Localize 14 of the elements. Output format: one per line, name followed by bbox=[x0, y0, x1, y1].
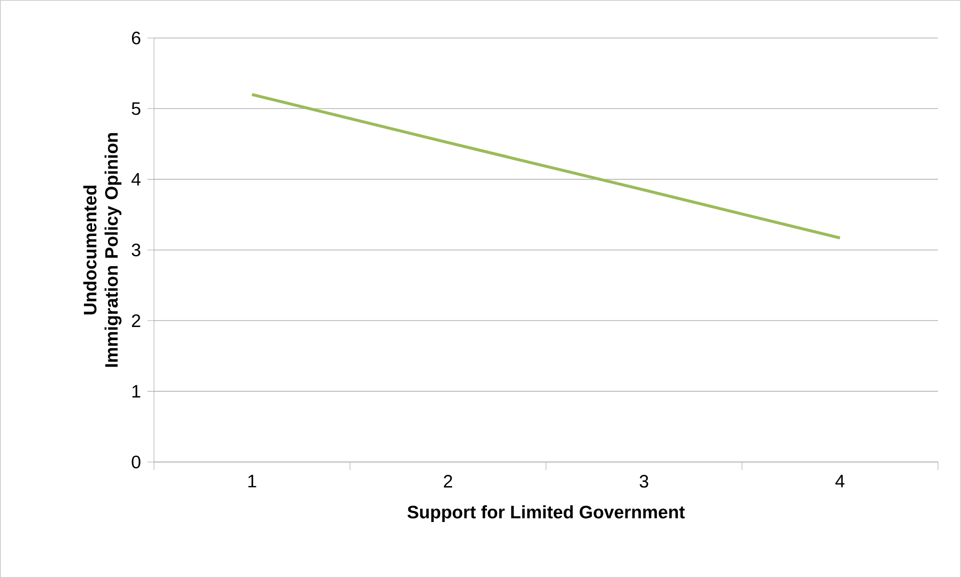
y-tick-label: 4 bbox=[131, 173, 141, 186]
y-tick-label: 1 bbox=[132, 385, 140, 398]
y-tick-label: 0 bbox=[132, 456, 140, 468]
x-tick-label: 1 bbox=[248, 474, 256, 488]
line-series bbox=[250, 93, 842, 240]
y-tick-label: 3 bbox=[132, 244, 140, 256]
x-tick-label: 2 bbox=[444, 474, 452, 488]
y-axis-title: Undocumented Immigration Policy Opinion bbox=[83, 133, 122, 367]
x-tick-label: 3 bbox=[640, 474, 648, 488]
y-tick-label: 2 bbox=[132, 314, 140, 327]
x-tick-label: 4 bbox=[835, 474, 844, 488]
y-tick-label: 5 bbox=[132, 102, 140, 115]
x-axis-title: Support for Limited Government bbox=[408, 505, 685, 522]
y-tick-label: 6 bbox=[132, 32, 140, 44]
